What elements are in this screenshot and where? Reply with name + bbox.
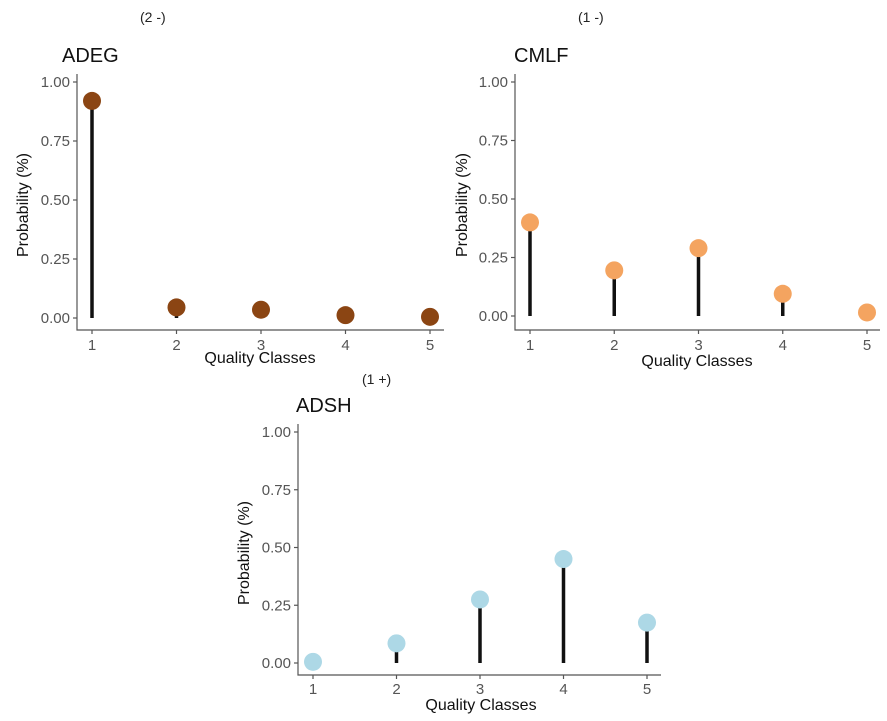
panel-adeg-y-tick-label: 0.25 bbox=[41, 251, 70, 268]
panel-adeg: (2 -) ADEG Probability (%) Quality Class… bbox=[15, 9, 444, 367]
panel-adeg-y-tick-label: 1.00 bbox=[41, 74, 70, 91]
panel-adeg-x-tick-label: 1 bbox=[88, 337, 96, 354]
panel-adsh-point-3 bbox=[471, 590, 489, 609]
panel-adsh-point-1 bbox=[304, 652, 322, 671]
panel-adeg-y-ticks: 0.00 0.25 0.50 0.75 1.00 bbox=[41, 74, 77, 327]
panel-adeg-point-2 bbox=[167, 298, 186, 317]
panel-adsh-y-ticks: 0.00 0.25 0.50 0.75 1.00 bbox=[262, 424, 298, 672]
panel-adeg-x-tick-label: 4 bbox=[341, 337, 349, 354]
panel-adeg-title: ADEG bbox=[62, 45, 119, 67]
panel-adsh-x-ticks: 1 2 3 4 5 bbox=[309, 675, 651, 698]
panel-adsh-y-tick-label: 1.00 bbox=[262, 424, 291, 441]
panel-cmlf: (1 -) CMLF Probability (%) Quality Class… bbox=[454, 9, 880, 370]
panel-adeg-ylabel: Probability (%) bbox=[15, 153, 32, 257]
panel-cmlf-x-tick-label: 4 bbox=[779, 337, 787, 354]
panel-cmlf-marks bbox=[521, 213, 876, 322]
panel-adsh-y-tick-label: 0.25 bbox=[262, 597, 291, 614]
panel-adeg-y-tick-label: 0.75 bbox=[41, 133, 70, 150]
panel-cmlf-y-tick-label: 0.00 bbox=[479, 308, 508, 325]
panel-adeg-annotation: (2 -) bbox=[140, 9, 166, 25]
panel-adeg-x-tick-label: 2 bbox=[172, 337, 180, 354]
panel-adsh-y-tick-label: 0.75 bbox=[262, 482, 291, 499]
panel-adeg-point-3 bbox=[252, 300, 270, 319]
panel-cmlf-point-3 bbox=[689, 239, 708, 258]
panel-adsh-title: ADSH bbox=[296, 395, 352, 417]
panel-cmlf-x-tick-label: 2 bbox=[610, 337, 618, 354]
panel-cmlf-xlabel: Quality Classes bbox=[641, 353, 752, 370]
panel-adsh-axes bbox=[297, 424, 661, 676]
panel-cmlf-point-2 bbox=[605, 261, 624, 280]
panel-adeg-marks bbox=[83, 91, 439, 326]
panel-cmlf-ylabel: Probability (%) bbox=[454, 153, 471, 257]
panel-adeg-x-ticks: 1 2 3 4 5 bbox=[88, 330, 434, 354]
panel-adsh-y-tick-label: 0.00 bbox=[262, 655, 291, 672]
panel-cmlf-y-tick-label: 0.75 bbox=[479, 133, 508, 150]
panel-cmlf-y-ticks: 0.00 0.25 0.50 0.75 1.00 bbox=[479, 74, 515, 325]
panel-cmlf-y-tick-label: 0.50 bbox=[479, 191, 508, 208]
panel-adeg-xlabel: Quality Classes bbox=[204, 350, 315, 367]
panel-cmlf-x-tick-label: 3 bbox=[694, 337, 702, 354]
panel-adsh-marks bbox=[304, 550, 656, 671]
panel-adsh-point-5 bbox=[638, 613, 656, 632]
panel-adeg-point-5 bbox=[421, 307, 439, 326]
panel-adsh-annotation: (1 +) bbox=[362, 371, 391, 387]
panel-cmlf-x-ticks: 1 2 3 4 5 bbox=[526, 330, 871, 354]
panel-cmlf-y-tick-label: 0.25 bbox=[479, 250, 508, 267]
panel-adeg-point-1 bbox=[83, 91, 101, 110]
panel-adsh-ylabel: Probability (%) bbox=[236, 501, 253, 605]
panel-adsh: (1 +) ADSH Probability (%) Quality Class… bbox=[236, 371, 661, 714]
panel-cmlf-y-tick-label: 1.00 bbox=[479, 74, 508, 91]
panel-adeg-y-tick-label: 0.50 bbox=[41, 192, 70, 209]
panel-cmlf-point-1 bbox=[521, 213, 539, 232]
panel-cmlf-title: CMLF bbox=[514, 45, 568, 67]
panel-adsh-x-tick-label: 1 bbox=[309, 681, 317, 698]
panel-adeg-x-tick-label: 5 bbox=[426, 337, 434, 354]
panel-cmlf-point-5 bbox=[858, 303, 876, 322]
panel-adsh-x-tick-label: 5 bbox=[643, 681, 651, 698]
panel-adsh-point-2 bbox=[387, 634, 406, 653]
panel-adsh-xlabel: Quality Classes bbox=[425, 697, 536, 714]
panel-adsh-x-tick-label: 4 bbox=[559, 681, 567, 698]
panel-adsh-x-tick-label: 3 bbox=[476, 681, 484, 698]
panel-cmlf-x-tick-label: 5 bbox=[863, 337, 871, 354]
panel-cmlf-point-4 bbox=[773, 284, 792, 303]
panel-adeg-x-tick-label: 3 bbox=[257, 337, 265, 354]
panel-adsh-point-4 bbox=[554, 550, 573, 569]
panel-adeg-point-4 bbox=[336, 306, 355, 325]
panel-cmlf-annotation: (1 -) bbox=[578, 9, 604, 25]
panel-cmlf-x-tick-label: 1 bbox=[526, 337, 534, 354]
panel-adeg-y-tick-label: 0.00 bbox=[41, 310, 70, 327]
panel-adsh-x-tick-label: 2 bbox=[392, 681, 400, 698]
panel-adeg-axes bbox=[76, 74, 444, 331]
panel-adsh-y-tick-label: 0.50 bbox=[262, 540, 291, 557]
panel-cmlf-axes bbox=[514, 74, 880, 331]
